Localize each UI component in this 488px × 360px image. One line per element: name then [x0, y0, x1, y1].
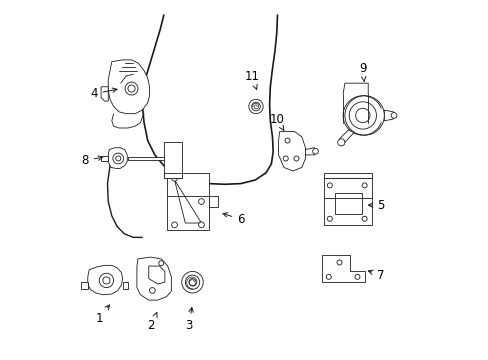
Polygon shape — [167, 173, 208, 230]
Circle shape — [354, 274, 359, 279]
Circle shape — [293, 156, 298, 161]
Circle shape — [285, 138, 289, 143]
Circle shape — [344, 96, 384, 135]
Polygon shape — [278, 132, 305, 171]
Circle shape — [336, 260, 341, 265]
Circle shape — [325, 274, 330, 279]
Polygon shape — [324, 178, 371, 225]
Text: 2: 2 — [147, 312, 157, 332]
Text: 10: 10 — [269, 113, 284, 131]
Polygon shape — [305, 148, 314, 155]
Polygon shape — [148, 266, 164, 284]
Polygon shape — [208, 196, 217, 207]
Polygon shape — [137, 257, 171, 300]
Polygon shape — [81, 282, 88, 289]
Circle shape — [355, 108, 369, 123]
Circle shape — [283, 156, 287, 161]
Circle shape — [337, 139, 344, 146]
Text: 3: 3 — [185, 307, 193, 332]
Circle shape — [99, 273, 113, 288]
Circle shape — [102, 277, 110, 284]
Polygon shape — [88, 265, 122, 295]
Polygon shape — [174, 180, 201, 223]
Circle shape — [362, 216, 366, 221]
Polygon shape — [122, 282, 128, 289]
Bar — [163, 142, 182, 178]
Polygon shape — [108, 148, 127, 168]
Circle shape — [251, 102, 260, 111]
Circle shape — [326, 216, 332, 221]
Bar — [334, 193, 361, 214]
Text: 8: 8 — [81, 154, 102, 167]
Polygon shape — [384, 110, 392, 121]
Text: 5: 5 — [368, 199, 384, 212]
Circle shape — [182, 271, 203, 293]
Circle shape — [171, 175, 177, 181]
Circle shape — [116, 156, 121, 161]
Circle shape — [362, 183, 366, 188]
Circle shape — [248, 99, 263, 114]
Circle shape — [125, 82, 138, 95]
Bar — [163, 173, 182, 178]
Text: 4: 4 — [90, 87, 117, 100]
Polygon shape — [108, 60, 149, 114]
Circle shape — [326, 183, 332, 188]
Text: 11: 11 — [244, 69, 259, 89]
Polygon shape — [321, 255, 364, 282]
Polygon shape — [324, 173, 371, 178]
Polygon shape — [101, 87, 108, 101]
Circle shape — [171, 222, 177, 228]
Circle shape — [348, 102, 376, 129]
Circle shape — [198, 199, 204, 204]
Circle shape — [390, 113, 396, 118]
Polygon shape — [339, 130, 353, 142]
Polygon shape — [128, 157, 169, 160]
Circle shape — [198, 222, 204, 228]
Circle shape — [128, 85, 135, 92]
Polygon shape — [101, 156, 108, 161]
Circle shape — [188, 279, 196, 286]
Text: 7: 7 — [367, 269, 384, 282]
Circle shape — [149, 288, 155, 293]
Circle shape — [312, 148, 318, 154]
Text: 6: 6 — [223, 213, 244, 226]
Text: 1: 1 — [95, 305, 109, 325]
Text: 9: 9 — [358, 62, 366, 81]
Circle shape — [113, 153, 123, 164]
Circle shape — [159, 261, 163, 266]
Circle shape — [185, 275, 199, 289]
